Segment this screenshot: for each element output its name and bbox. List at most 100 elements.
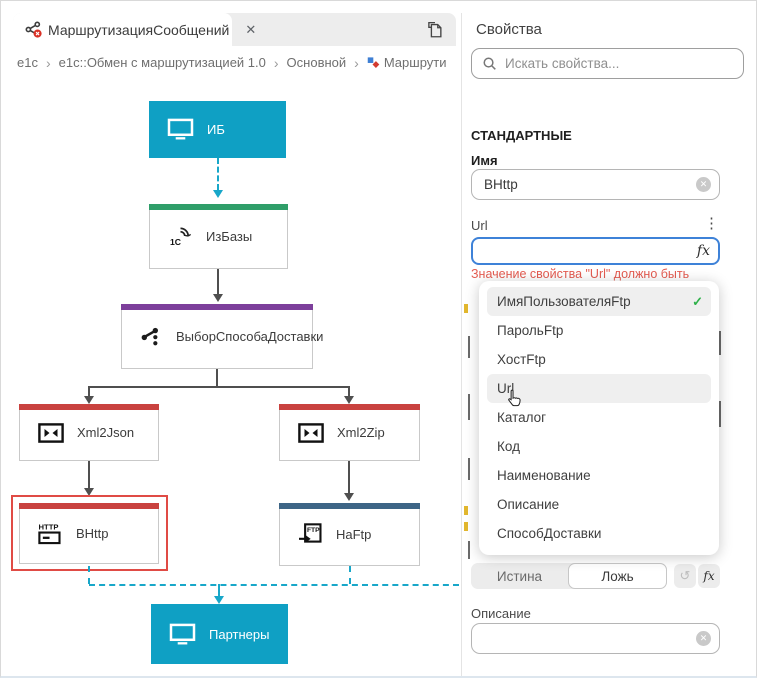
mouse-cursor-icon xyxy=(505,389,522,410)
obscured-field-fragment xyxy=(719,331,721,355)
toggle-true-button[interactable]: Истина xyxy=(496,568,543,584)
arrowhead xyxy=(84,488,94,496)
node-partnery[interactable]: Партнеры xyxy=(151,604,288,664)
monitor-icon xyxy=(169,623,196,646)
obscured-field-fragment xyxy=(468,458,470,480)
flow-error-icon xyxy=(25,21,42,38)
edge-split-bar xyxy=(89,386,350,388)
edge-izbazy-vybor xyxy=(217,269,219,294)
dropdown-item[interactable]: Описание xyxy=(497,497,560,512)
node-naftp[interactable]: FTP НаFtp xyxy=(279,503,420,566)
breadcrumb-separator: › xyxy=(45,54,51,71)
fx-icon[interactable]: fx xyxy=(696,243,710,259)
breadcrumb-item-main[interactable]: Основной xyxy=(286,55,347,70)
dropdown-item[interactable]: Код xyxy=(497,439,520,454)
section-standard: СТАНДАРТНЫЕ xyxy=(471,128,572,143)
obscured-field-fragment xyxy=(719,401,721,427)
node-label: ВыборСпособаДоставки xyxy=(176,329,324,344)
diagram-canvas[interactable]: ИБ 1С ИзБазы xyxy=(1,79,461,676)
svg-text:FTP: FTP xyxy=(307,527,320,534)
name-field[interactable]: ✕ xyxy=(471,169,720,200)
edge-vhttp-out xyxy=(88,566,90,584)
url-field[interactable]: fx xyxy=(471,237,720,265)
panel-title: Свойства xyxy=(476,21,542,38)
node-xml2zip[interactable]: Xml2Zip xyxy=(279,404,420,461)
breadcrumb-item-e1c[interactable]: e1c xyxy=(17,55,38,70)
node-accent-bar xyxy=(149,204,288,210)
url-label: Url xyxy=(471,218,488,233)
ftp-icon: FTP xyxy=(298,523,323,546)
dropdown-item[interactable]: ХостFtp xyxy=(497,352,546,367)
obscured-field-fragment xyxy=(468,336,470,358)
edge-merge-bar xyxy=(89,584,459,586)
node-accent-bar xyxy=(279,503,420,509)
edge-split-stem xyxy=(216,369,218,386)
breadcrumb-item-package[interactable]: e1c::Обмен с маршрутизацией 1.0 xyxy=(58,55,266,70)
clear-icon[interactable]: ✕ xyxy=(696,177,711,192)
url-validation-error: Значение свойства "Url" должно быть xyxy=(471,267,690,281)
dropdown-item[interactable]: ПарольFtp xyxy=(497,323,564,338)
node-vhttp[interactable]: HTTP ВHttp xyxy=(19,503,159,564)
dropdown-item[interactable]: Наименование xyxy=(497,468,591,483)
kebab-menu-icon[interactable]: ⋮ xyxy=(704,215,719,232)
search-input[interactable] xyxy=(505,56,735,71)
search-icon xyxy=(482,56,497,71)
name-input[interactable] xyxy=(484,177,690,192)
toggle-false-button[interactable]: Ложь xyxy=(568,563,667,589)
obscured-field-fragment xyxy=(468,394,470,420)
node-xml2json[interactable]: Xml2Json xyxy=(19,404,159,461)
arrowhead xyxy=(213,190,223,198)
boolean-toggle: Истина Ложь xyxy=(471,563,667,589)
node-label: НаFtp xyxy=(336,527,372,542)
clear-icon[interactable]: ✕ xyxy=(696,631,711,646)
process-mini-icon xyxy=(367,56,380,69)
name-label: Имя xyxy=(471,153,498,168)
breadcrumb-separator: › xyxy=(273,54,279,71)
node-accent-bar xyxy=(279,404,420,410)
node-label: Партнеры xyxy=(209,626,270,642)
edge-split-right xyxy=(348,386,350,396)
edge-into-partnery xyxy=(218,584,220,596)
tab-routing-messages[interactable]: МаршрутизацияСообщений ✕ xyxy=(13,13,256,46)
obscured-warning-fragment xyxy=(464,506,468,515)
tab-bar: МаршрутизацияСообщений ✕ xyxy=(13,13,456,46)
node-accent-bar xyxy=(19,404,159,410)
dropdown-item[interactable]: ИмяПользователяFtp ✓ xyxy=(487,287,711,316)
node-label: Xml2Json xyxy=(77,425,135,440)
obscured-warning-fragment xyxy=(464,522,468,531)
url-input[interactable] xyxy=(485,243,691,259)
fx-button[interactable]: fx xyxy=(698,564,720,588)
dropdown-item[interactable]: СпособДоставки xyxy=(497,526,602,541)
arrowhead xyxy=(213,294,223,302)
node-ib[interactable]: ИБ xyxy=(149,101,286,158)
edge-xml2json-vhttp xyxy=(88,461,90,488)
description-field[interactable]: ✕ xyxy=(471,623,720,654)
undo-button[interactable]: ↺ xyxy=(674,564,696,588)
breadcrumb-item-current[interactable]: Маршрути xyxy=(367,55,447,70)
node-label: ИБ xyxy=(207,122,225,137)
node-izbazy[interactable]: 1С ИзБазы xyxy=(149,204,288,269)
paste-document-icon[interactable] xyxy=(426,21,444,39)
arrowhead xyxy=(84,396,94,404)
breadcrumb: e1c › e1c::Обмен с маршрутизацией 1.0 › … xyxy=(13,46,456,79)
property-search[interactable] xyxy=(471,48,744,79)
edge-ib-izbazy xyxy=(217,158,219,190)
monitor-icon xyxy=(167,118,194,141)
transform-icon xyxy=(298,422,324,443)
panel-divider xyxy=(461,13,462,676)
database-1c-icon: 1С xyxy=(168,225,193,248)
obscured-field-fragment xyxy=(468,541,470,559)
svg-text:1С: 1С xyxy=(170,237,181,247)
description-input[interactable] xyxy=(484,631,690,646)
property-binding-dropdown: ИмяПользователяFtp ✓ ПарольFtp ХостFtp U… xyxy=(479,281,719,555)
http-icon: HTTP xyxy=(38,522,63,545)
node-vybor-sposoba-dostavki[interactable]: ВыборСпособаДоставки xyxy=(121,304,323,369)
edge-xml2zip-naftp xyxy=(348,461,350,493)
node-label: ВHttp xyxy=(76,526,109,541)
dropdown-item[interactable]: Каталог xyxy=(497,410,547,425)
description-label: Описание xyxy=(471,606,531,621)
tab-close-icon[interactable]: ✕ xyxy=(245,21,257,37)
dropdown-item-hovered[interactable]: Url xyxy=(487,374,711,403)
branch-icon xyxy=(140,325,163,348)
